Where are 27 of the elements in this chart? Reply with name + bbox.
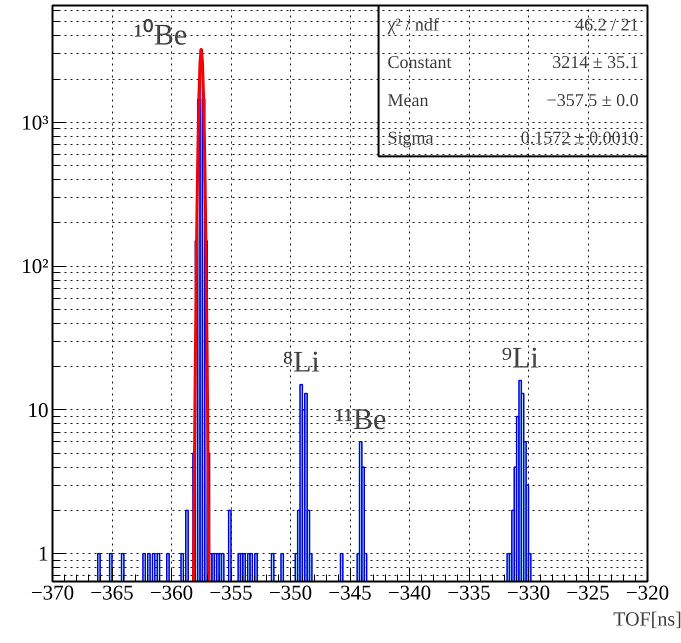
x-tick-label: −330 bbox=[506, 580, 550, 604]
x-tick-label: −360 bbox=[150, 580, 194, 604]
annotation: ⁹Li bbox=[502, 342, 539, 375]
annotation: ⁸Li bbox=[282, 346, 320, 379]
x-tick-label: −350 bbox=[268, 580, 312, 604]
annotation: ¹¹Be bbox=[335, 402, 386, 436]
annotation: 3214 ± 35.1 bbox=[552, 52, 639, 72]
x-tick-label: −325 bbox=[566, 580, 610, 604]
y-tick-label: 10³ bbox=[21, 110, 48, 134]
annotation: Constant bbox=[387, 52, 452, 72]
y-tick-label: 1 bbox=[38, 542, 48, 566]
y-tick-label: 10 bbox=[28, 398, 48, 422]
annotation: Mean bbox=[387, 90, 428, 110]
y-tick-label: 10² bbox=[21, 254, 48, 278]
annotation: 0.1572 ± 0.0010 bbox=[520, 128, 639, 148]
annotation: Sigma bbox=[387, 128, 434, 148]
x-tick-label: −345 bbox=[328, 580, 372, 604]
annotation: 46.2 / 21 bbox=[575, 14, 639, 34]
x-tick-label: −340 bbox=[388, 580, 432, 604]
x-tick-label: −365 bbox=[90, 580, 134, 604]
annotation: ¹⁰Be bbox=[134, 18, 188, 52]
x-tick-label: −370 bbox=[30, 580, 74, 604]
x-tick-label: −335 bbox=[447, 580, 491, 604]
annotation: −357.5 ± 0.0 bbox=[546, 90, 639, 110]
x-axis-title: TOF[ns] bbox=[613, 608, 681, 630]
x-tick-label: −355 bbox=[209, 580, 253, 604]
x-tick-label: −320 bbox=[626, 580, 670, 604]
